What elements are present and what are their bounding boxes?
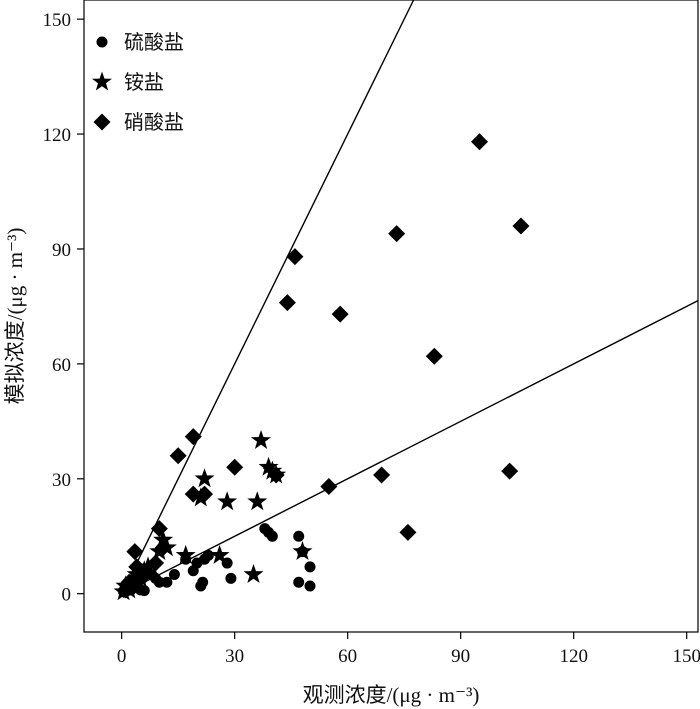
legend-diamond-icon [93,113,111,131]
y-tick-label: 60 [52,355,71,376]
y-tick-label: 30 [52,470,71,491]
x-tick-label: 150 [672,646,700,667]
x-tick-label: 90 [451,646,470,667]
star-point [194,468,215,488]
diamond-point [135,566,153,584]
star-point [153,529,174,549]
diamond-point [425,347,443,365]
y-tick-label: 120 [43,125,72,146]
diamond-point [331,305,349,323]
diamond-point [471,133,489,151]
diamond-point [169,447,187,465]
circle-point [266,530,278,542]
diamond-point [286,248,304,266]
y-tick-label: 150 [43,10,72,31]
x-axis-title: 观测浓度/(μg · m⁻³) [303,683,480,707]
circle-point [168,569,180,581]
diamond-point [147,554,165,572]
circle-point [225,572,237,584]
diamond-point [267,466,285,484]
circle-point [138,585,150,597]
star-point [247,491,268,511]
y-axis-title: 模拟浓度/(μg · m⁻³) [3,228,27,405]
star-point [258,456,279,476]
diamond-point [184,485,202,503]
x-tick-label: 120 [559,646,588,667]
legend-label: 硫酸盐 [124,31,184,54]
y-tick-label: 0 [62,585,72,606]
diamond-point [278,294,296,312]
legend-star-icon [92,71,112,91]
x-tick-label: 30 [225,646,244,667]
diamond-point [501,462,519,480]
legend-label: 硝酸盐 [124,111,184,134]
reference-line-2 [121,300,699,595]
reference-line-1 [121,0,415,595]
circle-point [304,561,316,573]
diamond-point [373,466,391,484]
circle-point [153,576,165,588]
circle-point [293,576,305,588]
star-point [262,460,283,480]
data-points [113,133,530,601]
x-axis: 0 30 60 90 120 150 [117,632,700,667]
star-point [292,541,313,561]
legend-label: 铵盐 [124,71,164,94]
diamond-point [184,428,202,446]
star-point [138,556,159,576]
diamond-point [154,539,172,557]
diamond-point [399,523,417,541]
star-point [175,544,196,564]
star-point [217,491,238,511]
circle-point [197,576,209,588]
y-axis: 0 30 60 90 120 150 [43,10,84,606]
y-tick-label: 90 [52,240,71,261]
diamond-point [150,520,168,538]
diamond-point [126,543,144,561]
diamond-point [226,458,244,476]
circle-point [161,576,173,588]
star-point [251,429,272,449]
x-tick-label: 0 [117,646,127,667]
circle-point [304,580,316,592]
x-tick-label: 60 [338,646,357,667]
diamond-point [388,225,406,243]
diamond-point [196,485,214,503]
circle-point [293,530,305,542]
diamond-point [512,217,530,235]
circle-point [202,549,214,561]
diamond-point [320,477,338,495]
star-point [243,564,264,584]
star-point [209,544,230,564]
legend-circle-icon [96,36,108,48]
reference-lines [121,0,699,595]
plot-frame [83,0,699,633]
